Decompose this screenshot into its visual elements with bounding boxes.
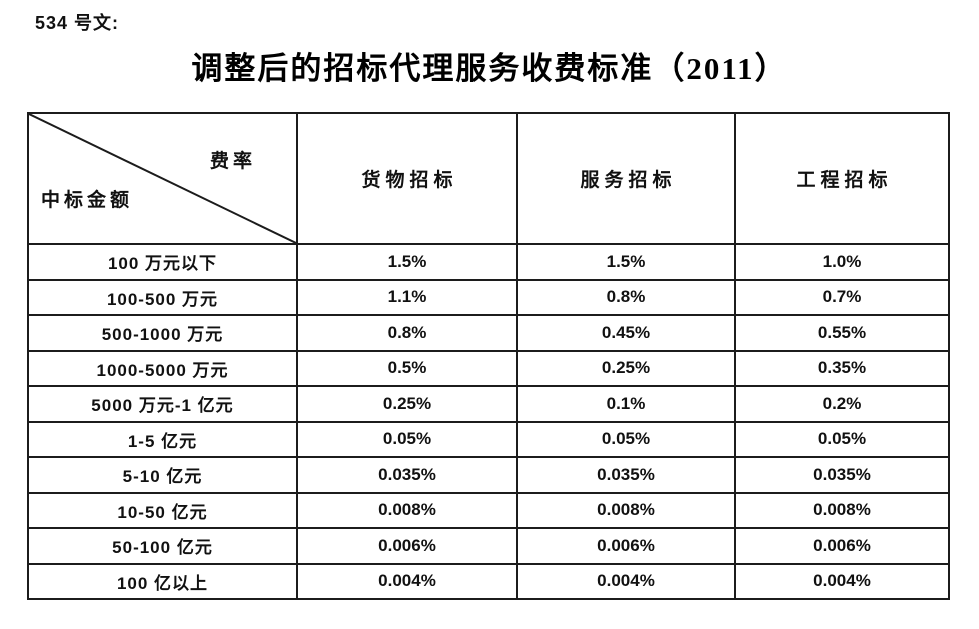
table-row: 5-10 亿元 0.035% 0.035% 0.035% — [27, 456, 950, 494]
table-row: 10-50 亿元 0.008% 0.008% 0.008% — [27, 491, 950, 529]
rate-cell: 0.05% — [734, 420, 950, 458]
corner-label-rate: 费率 — [209, 151, 256, 172]
header-row: 费率 中标金额 货物招标 服务招标 工程招标 — [27, 112, 950, 245]
rate-cell: 0.55% — [734, 314, 950, 352]
rate-cell: 0.008% — [296, 491, 518, 529]
rate-cell: 0.7% — [734, 278, 950, 316]
table-row: 5000 万元-1 亿元 0.25% 0.1% 0.2% — [27, 385, 950, 423]
rate-cell: 0.006% — [516, 527, 736, 565]
diagonal-line-icon — [29, 114, 296, 243]
corner-label-amount: 中标金额 — [41, 190, 134, 211]
rate-cell: 0.004% — [734, 562, 950, 600]
rate-cell: 0.8% — [296, 314, 518, 352]
rate-cell: 0.035% — [734, 456, 950, 494]
amount-cell: 100 万元以下 — [27, 243, 298, 281]
rate-cell: 0.5% — [296, 349, 518, 387]
table-row: 100 亿以上 0.004% 0.004% 0.004% — [27, 562, 950, 600]
rate-cell: 0.2% — [734, 385, 950, 423]
amount-cell: 10-50 亿元 — [27, 491, 298, 529]
rate-cell: 0.004% — [516, 562, 736, 600]
rate-cell: 0.1% — [516, 385, 736, 423]
amount-cell: 500-1000 万元 — [27, 314, 298, 352]
rate-cell: 1.1% — [296, 278, 518, 316]
rate-cell: 1.5% — [296, 243, 518, 281]
corner-cell: 费率 中标金额 — [27, 112, 298, 245]
table-row: 500-1000 万元 0.8% 0.45% 0.55% — [27, 314, 950, 352]
rate-cell: 0.8% — [516, 278, 736, 316]
rate-cell: 0.008% — [516, 491, 736, 529]
rate-cell: 0.004% — [296, 562, 518, 600]
rate-cell: 1.0% — [734, 243, 950, 281]
amount-cell: 5-10 亿元 — [27, 456, 298, 494]
table-row: 1-5 亿元 0.05% 0.05% 0.05% — [27, 420, 950, 458]
amount-cell: 1-5 亿元 — [27, 420, 298, 458]
rate-cell: 0.05% — [296, 420, 518, 458]
rate-cell: 0.25% — [516, 349, 736, 387]
rate-cell: 0.05% — [516, 420, 736, 458]
rate-cell: 0.008% — [734, 491, 950, 529]
table-row: 1000-5000 万元 0.5% 0.25% 0.35% — [27, 349, 950, 387]
column-header-2: 服务招标 — [516, 112, 736, 245]
fee-table: 费率 中标金额 货物招标 服务招标 工程招标 100 万元以下 1.5% 1.5% 1.0… — [27, 112, 950, 600]
column-header-1: 货物招标 — [296, 112, 518, 245]
rate-cell: 0.035% — [296, 456, 518, 494]
amount-cell: 100 亿以上 — [27, 562, 298, 600]
amount-cell: 1000-5000 万元 — [27, 349, 298, 387]
table-row: 100 万元以下 1.5% 1.5% 1.0% — [27, 243, 950, 281]
table-row: 100-500 万元 1.1% 0.8% 0.7% — [27, 278, 950, 316]
column-header-3: 工程招标 — [734, 112, 950, 245]
rate-cell: 0.45% — [516, 314, 736, 352]
rate-cell: 0.25% — [296, 385, 518, 423]
rate-cell: 1.5% — [516, 243, 736, 281]
rate-cell: 0.006% — [296, 527, 518, 565]
amount-cell: 5000 万元-1 亿元 — [27, 385, 298, 423]
table-body: 100 万元以下 1.5% 1.5% 1.0% 100-500 万元 1.1% 0.8% 0.… — [27, 243, 950, 600]
rate-cell: 0.035% — [516, 456, 736, 494]
amount-cell: 100-500 万元 — [27, 278, 298, 316]
rate-cell: 0.006% — [734, 527, 950, 565]
rate-cell: 0.35% — [734, 349, 950, 387]
table-row: 50-100 亿元 0.006% 0.006% 0.006% — [27, 527, 950, 565]
amount-cell: 50-100 亿元 — [27, 527, 298, 565]
page-title: 调整后的招标代理服务收费标准（2011） — [191, 51, 788, 86]
doc-number: 534 号文: — [35, 13, 120, 33]
